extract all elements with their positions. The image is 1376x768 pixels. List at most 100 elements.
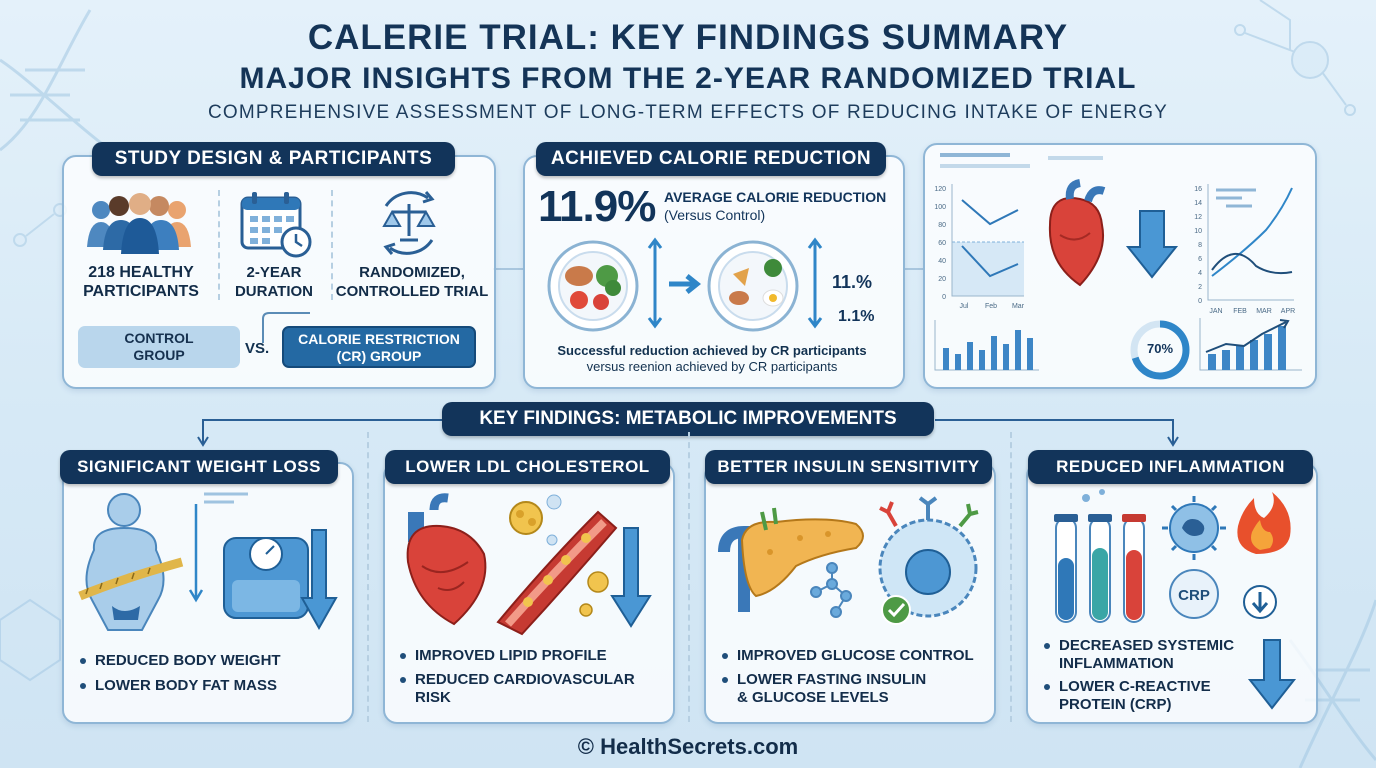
- pancreas-icon: [718, 507, 864, 612]
- note-line1: Successful reduction achieved by CR part…: [557, 343, 867, 358]
- bullet-dot: [722, 677, 728, 684]
- dashboard-line-chart-2: 16 14 12 10 8 6 4 2 0 JAN FEB MAR APR: [1194, 184, 1295, 315]
- people-group-icon: [85, 192, 195, 259]
- molecule-right-icon: [1234, 0, 1356, 116]
- divider: [331, 190, 333, 300]
- big-down-arrow-icon: [1247, 639, 1297, 710]
- y-tick-label: 0: [942, 294, 946, 301]
- ldl-bullet-1: IMPROVED LIPID PROFILE: [400, 647, 607, 665]
- y-tick-label: 40: [938, 258, 946, 265]
- y-tick-label: 60: [938, 240, 946, 247]
- dashboard-gauge: [1130, 320, 1190, 380]
- weighing-scale-icon: [223, 537, 309, 619]
- control-group-box: CONTROL GROUP: [78, 326, 240, 368]
- y-tick-label: 14: [1194, 200, 1202, 207]
- average-reduction-desc: AVERAGE CALORIE REDUCTION (Versus Contro…: [664, 188, 886, 224]
- y-tick-label: 80: [938, 222, 946, 229]
- bullet-text-cont: & GLUCOSE LEVELS: [737, 689, 889, 706]
- page-title: CALERIE TRIAL: KEY FINDINGS SUMMARY: [307, 18, 1069, 57]
- check-icon: [881, 595, 911, 625]
- y-tick-label: 4: [1198, 270, 1202, 277]
- insulin-heading: BETTER INSULIN SENSITIVITY: [705, 450, 992, 484]
- trial-type-line1: RANDOMIZED,: [359, 264, 465, 281]
- heart-icon: [406, 493, 487, 626]
- dashboard-line-chart-1: 120 100 80 60 40 20 0 Jul Feb Mar: [934, 184, 1025, 310]
- inflammation-bullet-2: LOWER C-REACTIVE PROTEIN (CRP): [1044, 678, 1211, 714]
- x-tick-label: Jul: [960, 303, 969, 310]
- connector-line: [493, 268, 523, 270]
- crp-label: CRP: [1178, 587, 1210, 604]
- cr-group-box: CALORIE RESTRICTION (CR) GROUP: [282, 326, 476, 368]
- participants-line2: PARTICIPANTS: [83, 283, 199, 300]
- chart1-shaded-area: [952, 242, 1024, 296]
- weight-loss-illustration: [78, 492, 338, 631]
- y-tick-label: 6: [1198, 256, 1202, 263]
- full-plate-icon: [547, 240, 639, 332]
- control-line2: GROUP: [133, 347, 185, 363]
- artery-icon: [496, 510, 618, 636]
- cholesterol-particles-icon: [509, 494, 562, 546]
- bracket-connector: [262, 312, 310, 343]
- footer-credit: © HealthSecrets.com: [577, 734, 799, 759]
- dashboard-header-line: [940, 164, 1030, 168]
- cr-line1: CALORIE RESTRICTION: [298, 331, 460, 347]
- big-down-arrow-icon: [610, 527, 652, 628]
- study-design-heading: STUDY DESIGN & PARTICIPANTS: [92, 142, 455, 176]
- note-line2: versus reenion achieved by CR participan…: [586, 359, 838, 374]
- reduced-plate-icon: [707, 240, 799, 332]
- flame-icon: [1237, 492, 1291, 554]
- weight-loss-bullet-1: REDUCED BODY WEIGHT: [80, 652, 281, 670]
- calendar-clock-icon: [240, 190, 312, 263]
- big-down-arrow-icon: [300, 529, 338, 631]
- bullet-text: REDUCED BODY WEIGHT: [95, 652, 281, 669]
- dna-helix-left-icon: [0, 9, 111, 152]
- page-subtitle: MAJOR INSIGHTS FROM THE 2-YEAR RANDOMIZE…: [239, 62, 1137, 95]
- bullet-dot: [1044, 684, 1050, 691]
- double-arrow-icon: [807, 237, 823, 329]
- average-reduction-value: 11.9%: [538, 182, 656, 231]
- insulin-illustration: [718, 496, 979, 625]
- chart2-series-a: [1211, 187, 1293, 277]
- y-tick-label: 2: [1198, 284, 1202, 291]
- bullet-text: LOWER FASTING INSULIN: [737, 671, 927, 688]
- ldl-bullet-2: REDUCED CARDIOVASCULAR RISK: [400, 671, 635, 707]
- dashboard-header-line: [940, 153, 1010, 157]
- bullet-text: LOWER C-REACTIVE: [1059, 678, 1211, 695]
- duration-label: 2-YEAR DURATION: [222, 263, 326, 301]
- chart2-series-b: [1211, 253, 1293, 275]
- balance-scale-icon: [372, 188, 446, 263]
- x-tick-label: Feb: [985, 303, 997, 310]
- dashboard-header-line: [1048, 156, 1103, 160]
- weight-loss-bullet-2: LOWER BODY FAT MASS: [80, 677, 277, 695]
- vs-label: VS.: [245, 340, 270, 357]
- chart1-series-a: [961, 199, 1019, 226]
- gauge-label: 70%: [1146, 341, 1174, 356]
- connector-line: [903, 268, 923, 270]
- cell-receptor-icon: [878, 496, 979, 618]
- chart1-series-b: [961, 245, 1019, 278]
- body-measuring-tape-icon: [78, 493, 184, 631]
- key-findings-heading: KEY FINDINGS: METABOLIC IMPROVEMENTS: [442, 402, 934, 436]
- bullet-dot: [722, 653, 728, 660]
- y-tick-label: 8: [1198, 242, 1202, 249]
- bullet-dot: [400, 677, 406, 684]
- molecule-left-icon: [0, 203, 67, 682]
- trial-type-line2: CONTROLLED TRIAL: [335, 283, 489, 300]
- side-value-2: 1.1%: [838, 308, 875, 325]
- bullet-dot: [80, 683, 86, 690]
- duration-line2: DURATION: [234, 283, 314, 300]
- bullet-text-cont: RISK: [415, 689, 451, 706]
- bullet-text: DECREASED SYSTEMIC: [1059, 637, 1235, 654]
- inflammation-illustration: CRP: [1054, 489, 1291, 623]
- bullet-text-cont: PROTEIN (CRP): [1059, 696, 1172, 713]
- divider: [1010, 432, 1012, 722]
- molecule-icon: [810, 562, 852, 618]
- bullet-dot: [80, 658, 86, 665]
- y-tick-label: 12: [1194, 214, 1202, 221]
- inflammation-heading: REDUCED INFLAMMATION: [1028, 450, 1313, 484]
- trial-type-label: RANDOMIZED, CONTROLLED TRIAL: [334, 263, 490, 301]
- duration-line1: 2-YEAR: [246, 264, 302, 281]
- bullet-dot: [400, 653, 406, 660]
- bullet-dot: [1044, 643, 1050, 650]
- divider: [688, 432, 690, 722]
